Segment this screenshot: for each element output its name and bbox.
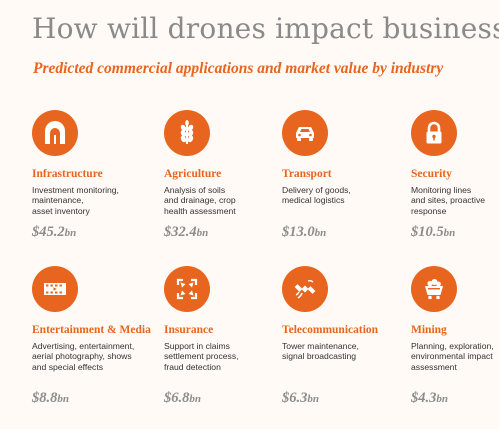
industry-name: Transport bbox=[282, 168, 332, 180]
wheat-icon bbox=[164, 110, 210, 156]
industry-name: Mining bbox=[411, 324, 447, 336]
market-value: $8.8bn bbox=[32, 390, 69, 406]
padlock-icon bbox=[411, 110, 457, 156]
page-subtitle: Predicted commercial applications and ma… bbox=[33, 60, 444, 77]
industry-description: Analysis of soils and drainage, crop hea… bbox=[164, 185, 236, 216]
market-value: $4.3bn bbox=[411, 390, 448, 406]
market-value: $6.3bn bbox=[282, 390, 319, 406]
tunnel-icon bbox=[32, 110, 78, 156]
industry-name: Entertainment & Media bbox=[32, 324, 151, 336]
industry-name: Infrastructure bbox=[32, 168, 103, 180]
market-value: $45.2bn bbox=[32, 224, 77, 240]
industry-description: Advertising, entertainment, aerial photo… bbox=[32, 341, 135, 372]
industry-description: Monitoring lines and sites, proactive re… bbox=[411, 185, 486, 216]
mine-cart-icon bbox=[411, 266, 457, 312]
industry-name: Security bbox=[411, 168, 452, 180]
market-value: $13.0bn bbox=[282, 224, 327, 240]
industry-name: Agriculture bbox=[164, 168, 222, 180]
industry-name: Insurance bbox=[164, 324, 214, 336]
film-strip-icon bbox=[32, 266, 78, 312]
industry-description: Tower maintenance, signal broadcasting bbox=[282, 341, 359, 362]
industry-description: Planning, exploration, environmental imp… bbox=[411, 341, 494, 372]
industry-description: Support in claims settlement process, fr… bbox=[164, 341, 239, 372]
industry-description: Delivery of goods, medical logistics bbox=[282, 185, 351, 206]
market-value: $6.8bn bbox=[164, 390, 201, 406]
industry-description: Investment monitoring, maintenance, asse… bbox=[32, 185, 119, 216]
satellite-icon bbox=[282, 266, 328, 312]
car-icon bbox=[282, 110, 328, 156]
market-value: $10.5bn bbox=[411, 224, 456, 240]
industry-name: Telecommunication bbox=[282, 324, 379, 336]
page-title: How will drones impact business? bbox=[32, 12, 499, 45]
market-value: $32.4bn bbox=[164, 224, 209, 240]
arrows-inward-icon bbox=[164, 266, 210, 312]
